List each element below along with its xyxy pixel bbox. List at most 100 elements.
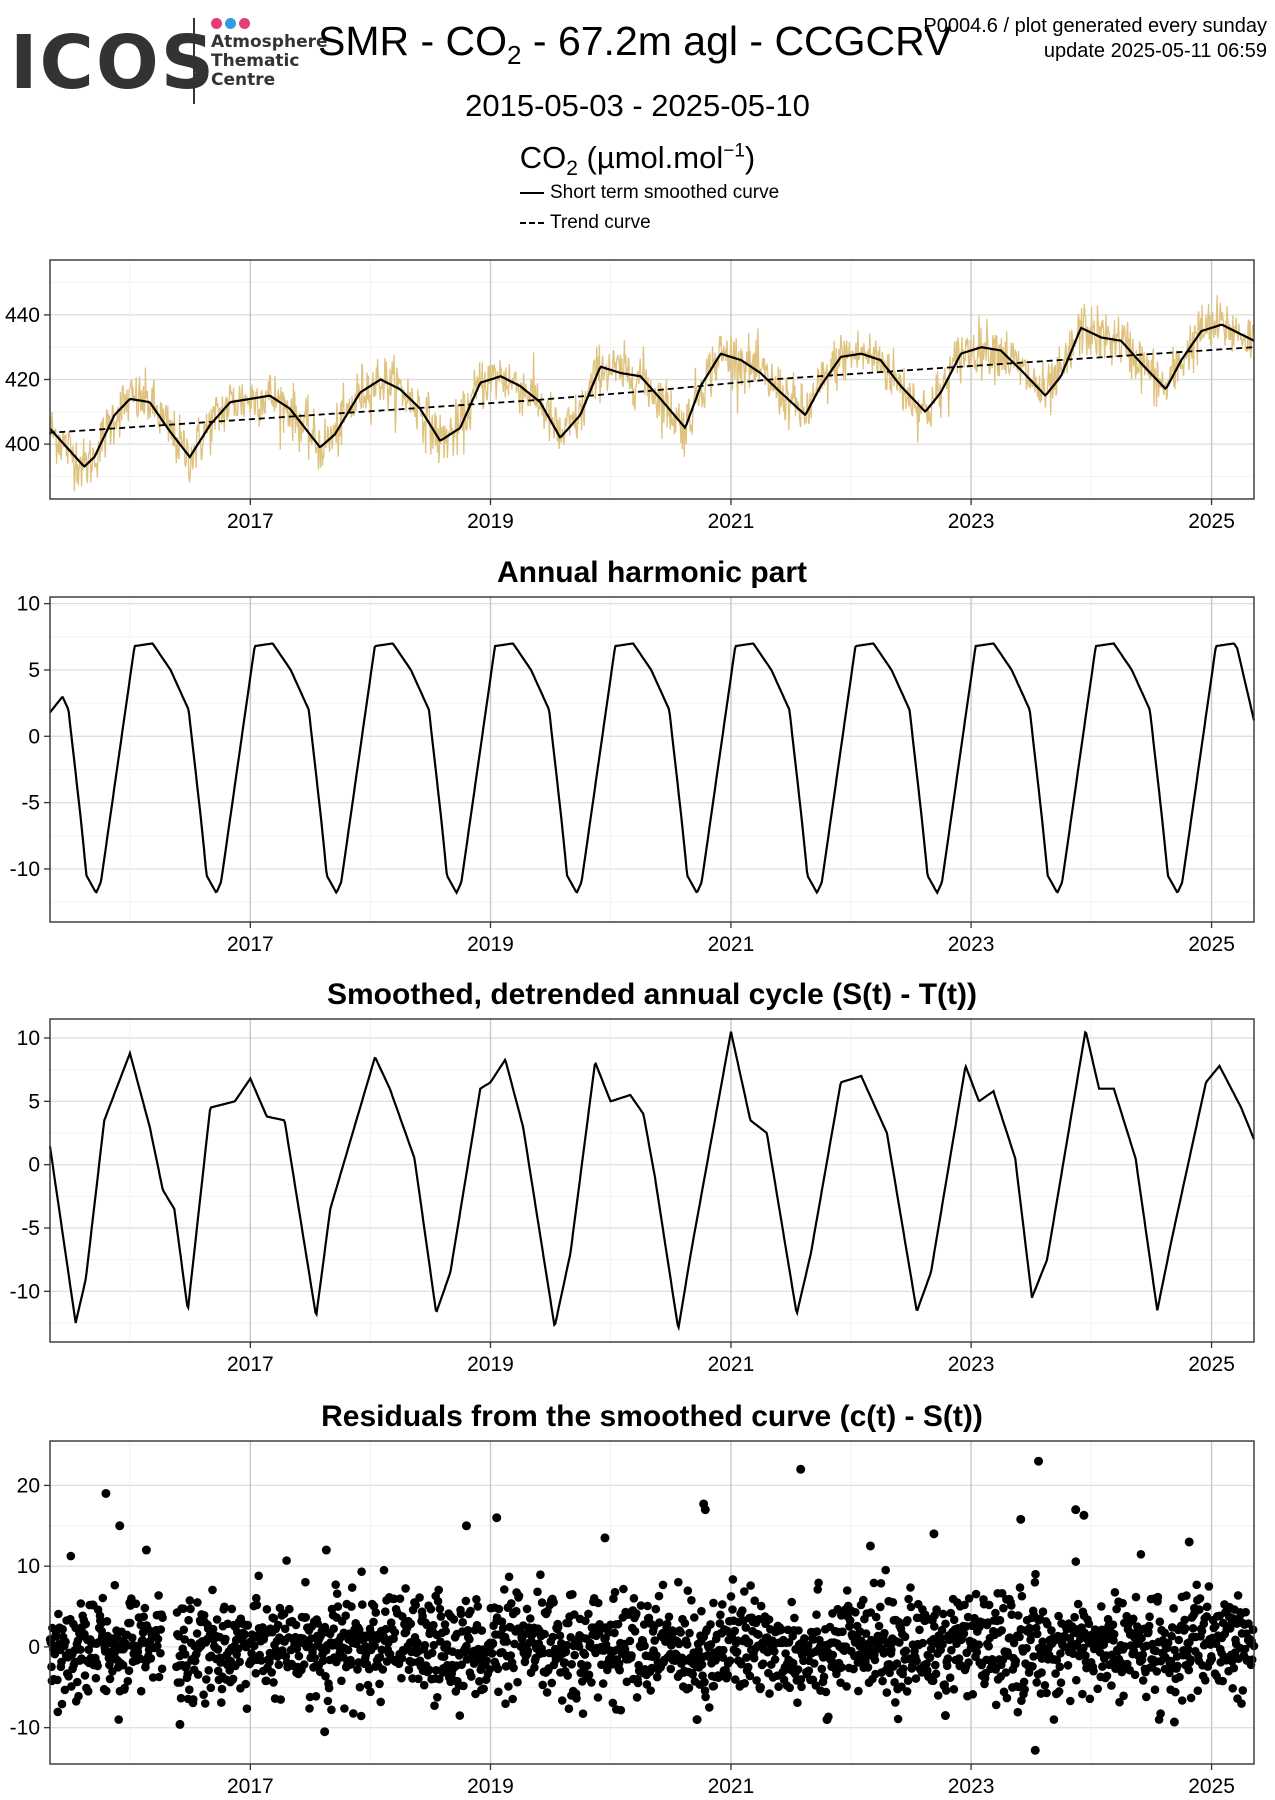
residual-point — [262, 1605, 272, 1614]
residual-point — [502, 1637, 512, 1646]
residual-point — [971, 1589, 981, 1599]
residual-point — [378, 1665, 388, 1674]
residual-point — [613, 1619, 623, 1629]
residual-point — [553, 1622, 563, 1632]
residual-point — [1076, 1634, 1085, 1643]
residual-point — [646, 1686, 655, 1695]
residual-point — [718, 1600, 727, 1609]
residual-point — [1195, 1594, 1205, 1603]
residual-point — [863, 1663, 873, 1672]
residual-point — [76, 1599, 86, 1608]
residual-point — [217, 1698, 226, 1707]
residual-point — [685, 1628, 694, 1638]
residual-point — [494, 1604, 504, 1614]
residual-point — [158, 1613, 167, 1622]
legend-item-smooth: Short term smoothed curve — [520, 178, 779, 208]
residual-point — [1202, 1602, 1212, 1612]
residual-point — [926, 1644, 936, 1654]
residual-point — [1081, 1651, 1090, 1660]
residual-point — [643, 1601, 652, 1611]
residual-point — [473, 1602, 483, 1611]
residual-point — [427, 1648, 437, 1658]
residual-point — [765, 1689, 774, 1698]
residual-point — [1040, 1681, 1050, 1690]
residual-point — [912, 1656, 921, 1666]
residual-point — [1007, 1601, 1016, 1610]
residual-point — [487, 1649, 497, 1658]
residual-point — [523, 1646, 533, 1656]
residual-point — [1049, 1715, 1059, 1724]
residual-point — [803, 1641, 813, 1650]
residual-point — [217, 1684, 227, 1694]
residual-point — [375, 1679, 384, 1689]
residual-point — [1103, 1614, 1113, 1624]
residual-point — [580, 1650, 590, 1659]
y-tick-label: 0 — [28, 1636, 40, 1659]
y-tick-label: -10 — [10, 1280, 40, 1303]
residual-point — [537, 1598, 547, 1607]
residual-point — [749, 1653, 759, 1663]
residual-point — [997, 1589, 1007, 1598]
residual-point — [269, 1614, 279, 1623]
residual-point — [597, 1660, 606, 1669]
residual-point — [267, 1668, 277, 1677]
y-tick-label: 0 — [28, 1154, 40, 1177]
residual-point — [183, 1669, 192, 1679]
residual-point — [513, 1677, 522, 1687]
residual-point — [180, 1650, 190, 1659]
residual-point — [199, 1690, 208, 1699]
residual-point — [1233, 1591, 1243, 1600]
residual-point — [740, 1587, 749, 1596]
residual-point — [1073, 1599, 1083, 1609]
residual-point — [124, 1666, 134, 1675]
residual-point — [984, 1642, 993, 1651]
residual-point — [814, 1578, 823, 1588]
residual-point — [60, 1685, 70, 1695]
residual-point — [431, 1666, 441, 1675]
residual-point — [1188, 1624, 1198, 1633]
residual-point — [770, 1647, 779, 1656]
residual-point — [1160, 1628, 1169, 1638]
residual-point — [561, 1647, 571, 1657]
residual-point — [892, 1659, 902, 1668]
residual-point — [744, 1638, 754, 1647]
residual-point — [732, 1647, 742, 1657]
residual-point — [123, 1676, 133, 1686]
residual-point — [430, 1701, 439, 1710]
title-rest: - 67.2m agl - CCGCRV — [521, 18, 952, 64]
residual-point — [153, 1634, 163, 1644]
residual-point — [176, 1678, 185, 1687]
residual-point — [700, 1686, 710, 1695]
residual-point — [954, 1654, 964, 1663]
residual-point — [1109, 1629, 1119, 1639]
y-tick-label: 5 — [28, 1090, 40, 1113]
residual-point — [564, 1618, 573, 1628]
residual-point — [216, 1658, 225, 1667]
residual-point — [968, 1690, 978, 1699]
residual-point — [337, 1676, 346, 1686]
residual-point — [547, 1678, 557, 1688]
residual-point — [794, 1626, 803, 1635]
residual-point — [563, 1671, 572, 1680]
x-tick-label: 2021 — [708, 1353, 755, 1376]
residual-point — [995, 1615, 1005, 1625]
residual-outlier — [796, 1464, 806, 1474]
residual-point — [493, 1664, 503, 1674]
residual-point — [701, 1692, 710, 1702]
residual-point — [793, 1665, 803, 1674]
residual-point — [358, 1600, 367, 1609]
panel-title: Smoothed, detrended annual cycle (S(t) -… — [327, 978, 977, 1011]
residual-point — [66, 1551, 76, 1561]
residual-point — [354, 1625, 364, 1634]
residual-point — [706, 1620, 715, 1629]
logo-divider — [193, 18, 195, 104]
residual-point — [1241, 1607, 1250, 1617]
residual-point — [459, 1681, 468, 1691]
residual-point — [332, 1589, 342, 1598]
residual-point — [1072, 1675, 1081, 1685]
residual-point — [1015, 1583, 1025, 1592]
x-tick-label: 2019 — [467, 933, 514, 956]
residual-point — [98, 1593, 108, 1603]
residual-point — [415, 1593, 424, 1602]
residual-point — [390, 1628, 400, 1637]
